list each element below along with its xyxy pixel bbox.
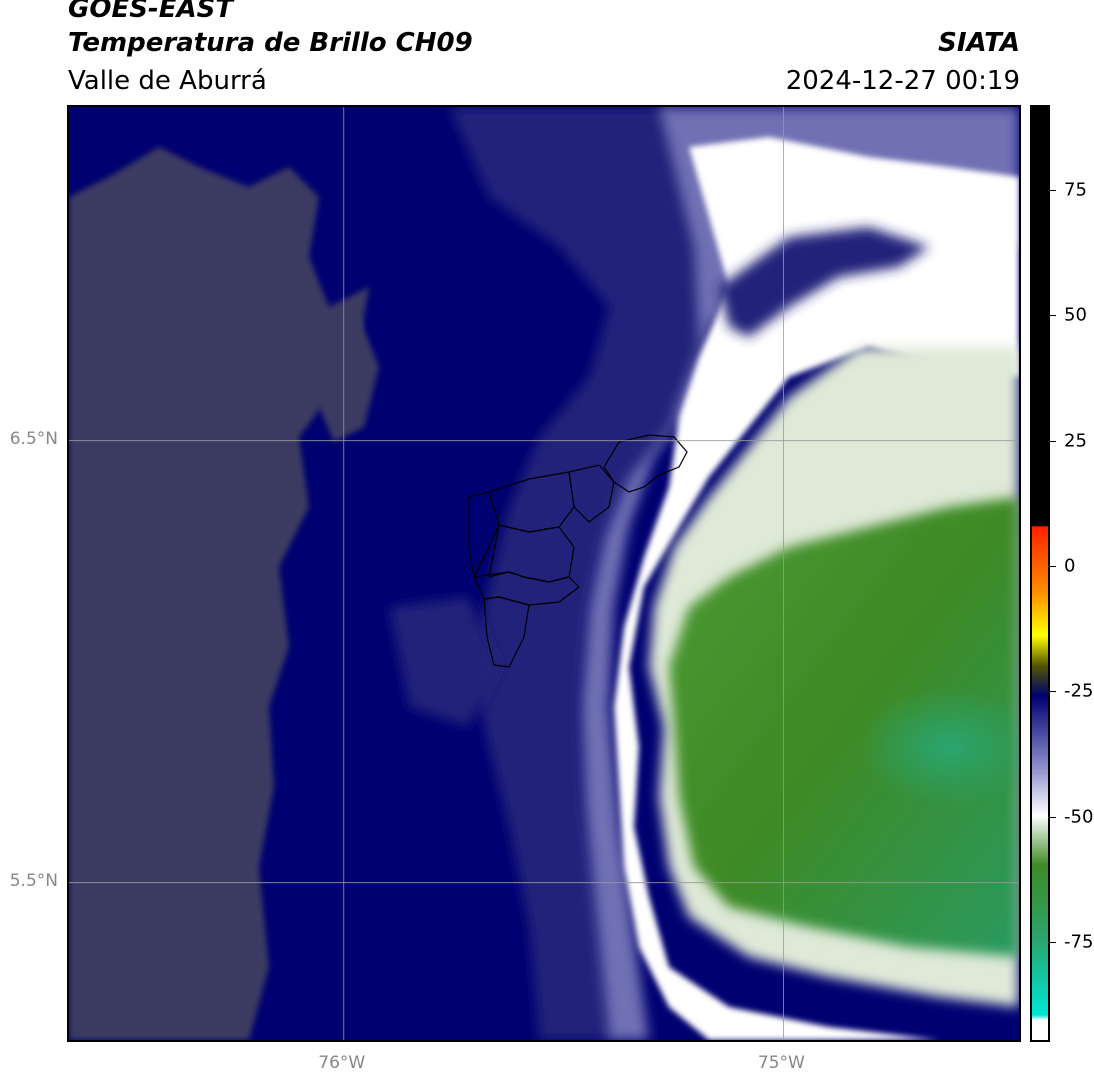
valle-de-aburra-outlines <box>468 434 688 668</box>
timestamp: 2024-12-27 00:19 <box>785 66 1020 96</box>
organization-title: SIATA <box>938 28 1020 58</box>
region-subtitle: Valle de Aburrá <box>68 66 267 96</box>
colorbar-tick-label: 25 <box>1064 430 1087 452</box>
grey-blue-area <box>69 147 369 1040</box>
colorbar-tick-mark <box>1050 565 1056 567</box>
colorbar-tick-mark <box>1050 190 1056 192</box>
satellite-map[interactable] <box>67 105 1021 1042</box>
product-title: Temperatura de Brillo CH09 <box>68 28 473 58</box>
colorbar-tick-mark <box>1050 691 1056 693</box>
colorbar-gradient <box>1032 107 1048 1040</box>
mid-blue-band <box>449 107 719 1040</box>
warm-green-area <box>669 497 1019 957</box>
colorbar-tick-mark <box>1050 816 1056 818</box>
mid-blue-patch-south <box>389 597 499 727</box>
lon-tick-label: 76°W <box>318 1053 366 1073</box>
colorbar-tick-mark <box>1050 315 1056 317</box>
colorbar-tick-mark <box>1050 440 1056 442</box>
lat-tick-label: 5.5°N <box>9 870 58 891</box>
map-image <box>69 107 1019 1040</box>
dark-streak <box>719 227 929 337</box>
teal-warm-spot <box>859 687 1019 807</box>
colorbar-tick-label: 50 <box>1064 304 1087 326</box>
lat-tick-label: 6.5°N <box>9 428 58 449</box>
map-gridlines <box>69 107 1019 1040</box>
white-band <box>614 137 1019 1040</box>
colorbar <box>1030 105 1050 1042</box>
colorbar-tick-label: -25 <box>1064 680 1094 702</box>
colorbar-tick-label: -75 <box>1064 931 1094 953</box>
colorbar-tick-label: 0 <box>1064 555 1076 577</box>
colorbar-tick-label: -50 <box>1064 806 1094 828</box>
colorbar-tick-mark <box>1050 941 1056 943</box>
colorbar-tick-label: 75 <box>1064 179 1087 201</box>
lon-tick-label: 75°W <box>757 1053 805 1073</box>
satellite-title: GOES-EAST <box>68 0 234 24</box>
